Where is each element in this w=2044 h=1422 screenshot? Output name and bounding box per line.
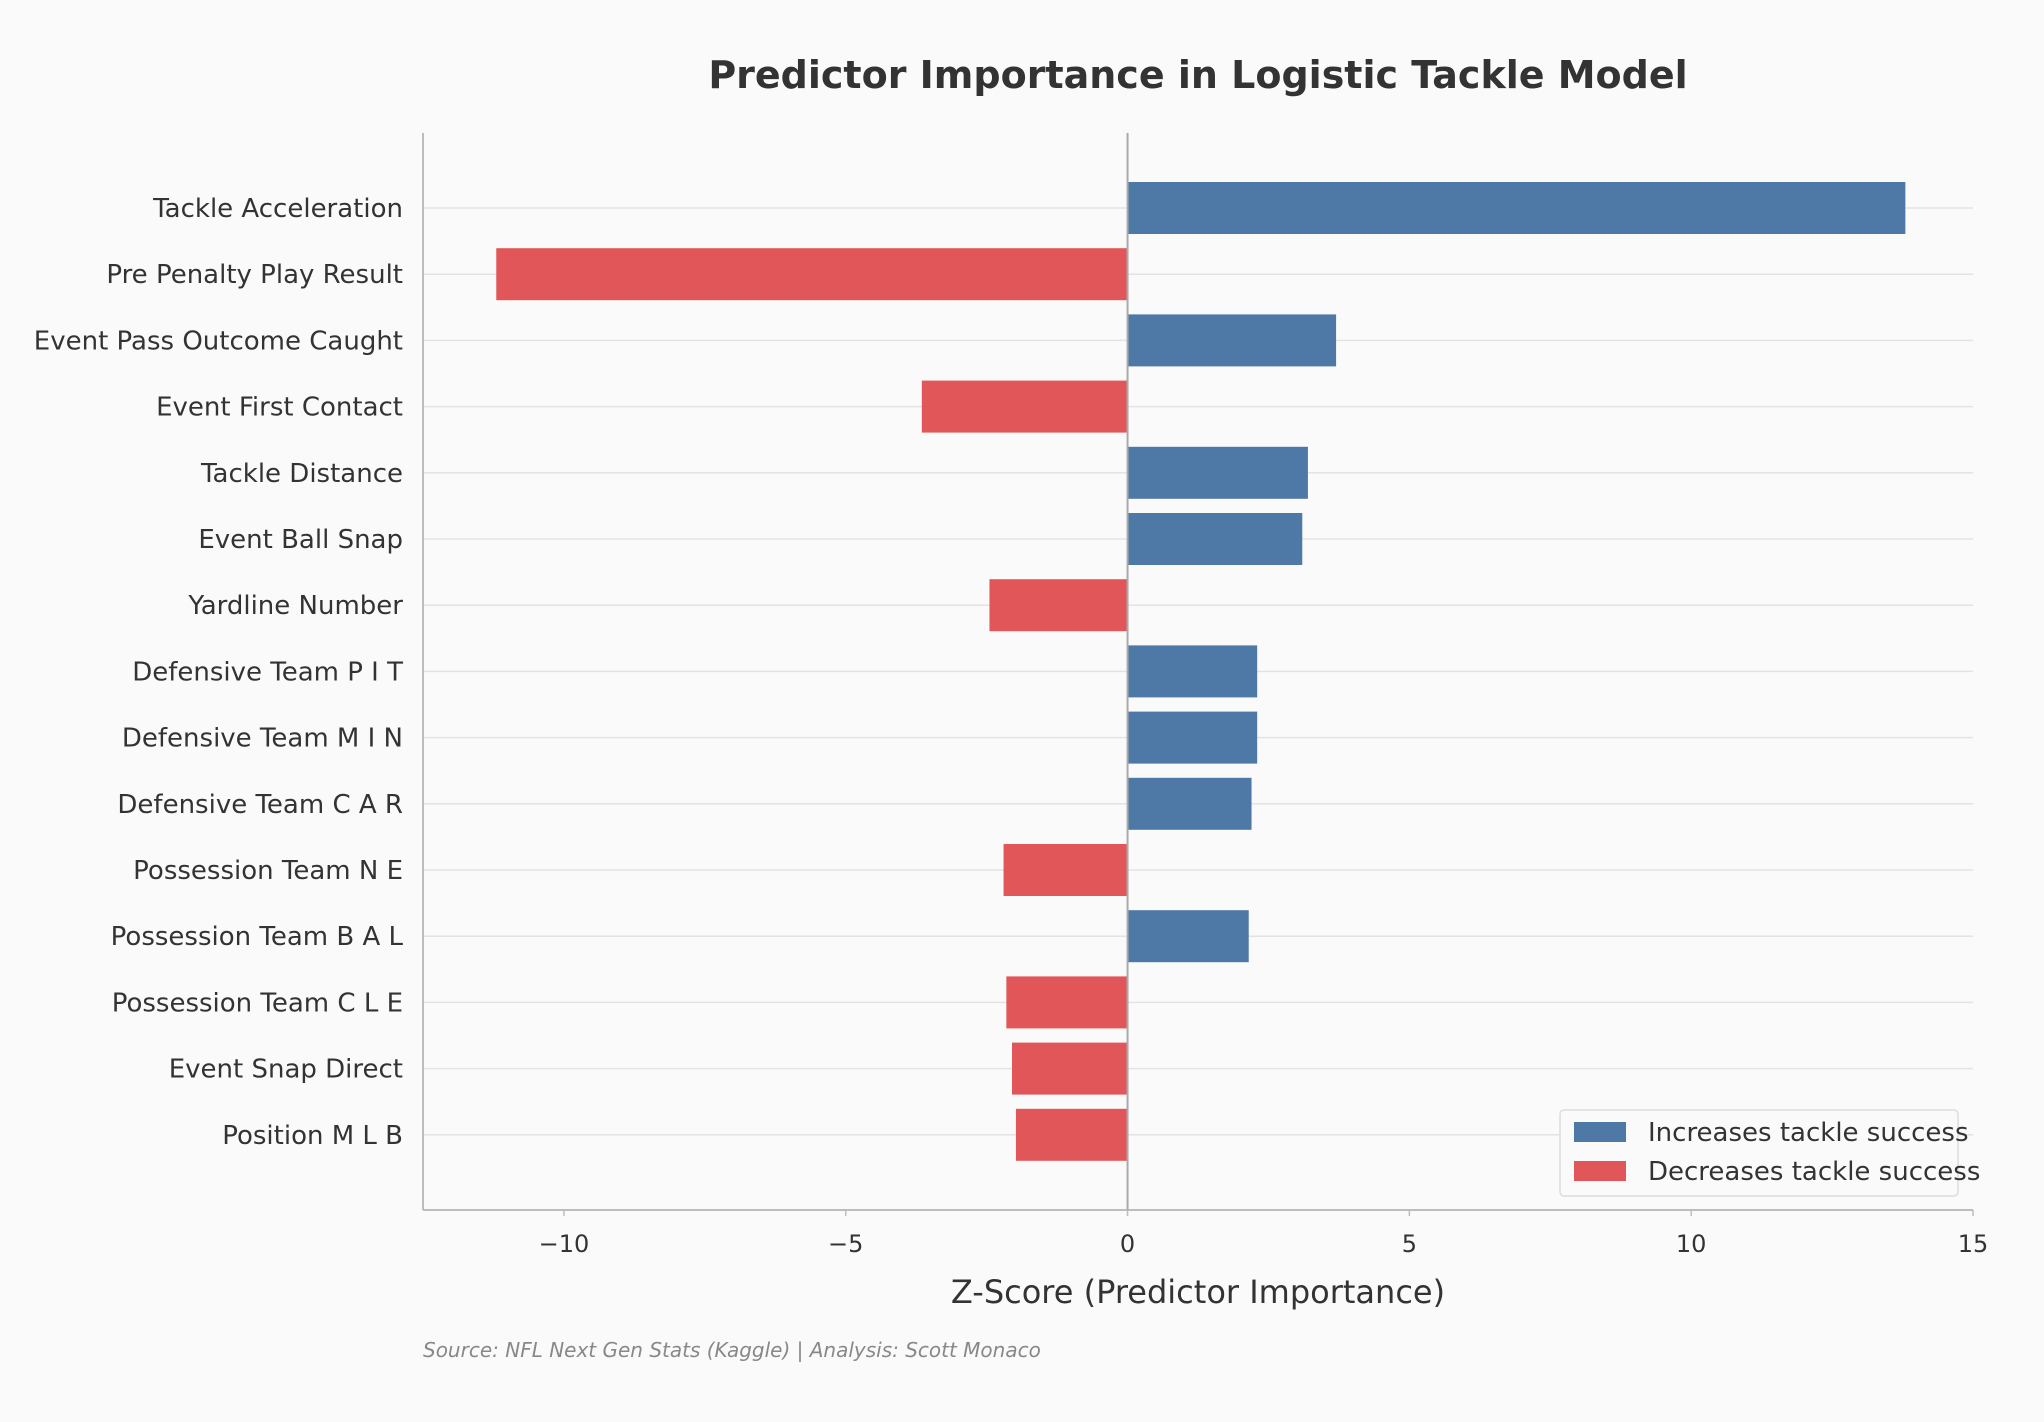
bar <box>1127 513 1303 565</box>
x-tick-label: 15 <box>1958 1230 1989 1258</box>
x-tick-label: 0 <box>1120 1230 1135 1258</box>
legend-swatch <box>1574 1161 1626 1181</box>
category-label: Possession Team B A L <box>111 922 404 952</box>
bar <box>1127 182 1906 234</box>
x-tick-labels: −10 −5 0 5 10 15 <box>539 1210 1989 1258</box>
category-label: Tackle Acceleration <box>152 194 403 224</box>
bar <box>1127 910 1249 963</box>
bar <box>1015 1108 1128 1161</box>
category-label: Event First Contact <box>156 393 403 423</box>
bar <box>1127 446 1308 499</box>
bar <box>496 248 1128 301</box>
source-note: Source: NFL Next Gen Stats (Kaggle) | An… <box>423 1338 1041 1362</box>
bar <box>1127 777 1252 830</box>
chart-title: Predictor Importance in Logistic Tackle … <box>708 53 1687 97</box>
bar <box>921 380 1128 433</box>
x-tick-label: −5 <box>828 1230 863 1258</box>
bar <box>1003 844 1128 896</box>
bar <box>1127 314 1337 367</box>
bar <box>1006 976 1128 1029</box>
legend-label: Increases tackle success <box>1648 1118 1969 1148</box>
category-label: Event Ball Snap <box>198 525 403 555</box>
bar <box>989 579 1128 632</box>
category-label: Tackle Distance <box>200 459 403 489</box>
category-labels: Tackle Acceleration Pre Penalty Play Resu… <box>34 194 404 1151</box>
category-label: Event Pass Outcome Caught <box>34 326 403 356</box>
x-tick-label: −10 <box>539 1230 590 1258</box>
category-label: Yardline Number <box>187 591 403 621</box>
category-label: Defensive Team P I T <box>132 657 403 687</box>
x-tick-label: 10 <box>1676 1230 1707 1258</box>
category-label: Defensive Team C A R <box>117 790 403 820</box>
category-label: Possession Team C L E <box>112 988 403 1018</box>
category-label: Defensive Team M I N <box>122 724 403 754</box>
bar <box>1127 645 1258 698</box>
category-label: Pre Penalty Play Result <box>106 260 403 290</box>
category-label: Possession Team N E <box>133 856 403 886</box>
category-label: Event Snap Direct <box>169 1055 403 1085</box>
legend: Increases tackle success Decreases tackle… <box>1559 1109 1980 1197</box>
bars <box>496 182 1906 1161</box>
bar <box>1127 711 1258 764</box>
legend-swatch <box>1574 1122 1626 1142</box>
bar <box>1012 1042 1128 1095</box>
x-axis-label: Z-Score (Predictor Importance) <box>951 1273 1445 1311</box>
legend-box <box>1559 1109 1959 1197</box>
x-tick-label: 5 <box>1402 1230 1417 1258</box>
axes <box>422 133 1973 1211</box>
legend-label: Decreases tackle success <box>1648 1157 1980 1187</box>
category-label: Position M L B <box>222 1121 403 1151</box>
